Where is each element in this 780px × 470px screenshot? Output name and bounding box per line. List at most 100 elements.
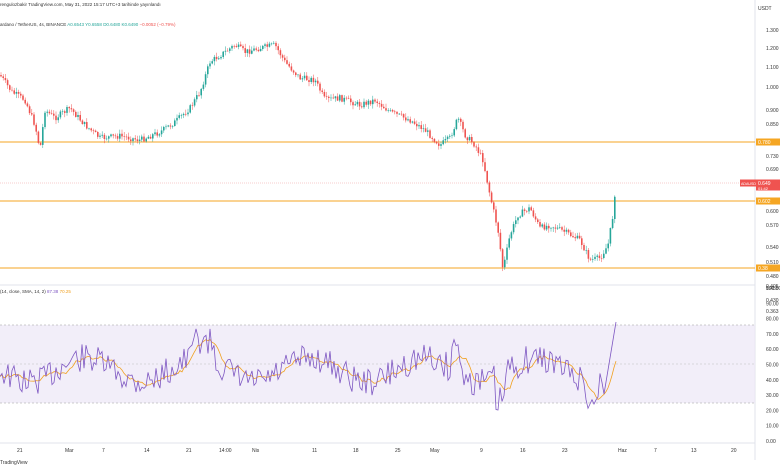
candle-body: [365, 101, 367, 105]
candle-body: [310, 77, 312, 82]
rsi-tick: 40.00: [766, 378, 779, 384]
candle-body: [224, 50, 227, 52]
candle-body: [449, 135, 451, 137]
candle-body: [369, 100, 372, 105]
candle-body: [231, 45, 233, 49]
candle-body: [354, 104, 356, 106]
candle-body: [132, 138, 134, 142]
ohlc-change: −0.0052 (−0.79%): [139, 22, 176, 27]
candle-body: [460, 118, 462, 122]
candle-body: [495, 209, 497, 223]
candle-body: [297, 74, 299, 76]
candle-body: [83, 122, 86, 125]
time-tick: 14:00: [219, 448, 232, 454]
candle-body: [235, 45, 238, 47]
candle-body: [77, 114, 79, 117]
candle-body: [418, 125, 420, 127]
candle-body: [321, 90, 323, 92]
candle-body: [429, 130, 431, 138]
candle-body: [572, 236, 574, 238]
price-tick: 0.900: [766, 108, 779, 114]
candle-body: [515, 220, 517, 225]
candle-body: [116, 136, 119, 139]
candle-body: [347, 97, 350, 99]
candle-body: [317, 80, 319, 84]
candle-body: [325, 96, 328, 97]
candle-body: [363, 101, 365, 108]
candle-body: [202, 84, 205, 89]
rsi-tick: 30.00: [766, 393, 779, 399]
candle-body: [209, 63, 211, 67]
candle-body: [75, 111, 77, 117]
price-axis[interactable]: 1.300 1.200 1.100 1.000 0.900 0.850 0.730 0.690…: [766, 28, 779, 315]
candle-body: [581, 238, 583, 246]
candle-body: [446, 136, 449, 140]
candle-body: [468, 137, 471, 141]
candle-body: [499, 232, 502, 250]
candle-body: [506, 247, 508, 260]
candle-body: [147, 136, 150, 139]
rsi-tick: 20.00: [766, 408, 779, 414]
candle-body: [332, 97, 334, 99]
candle-body: [211, 61, 213, 64]
candle-body: [517, 217, 519, 221]
level-tag-0780: [756, 138, 780, 146]
time-tick: 23: [562, 448, 568, 454]
candle-body: [497, 222, 499, 233]
candle-body: [198, 95, 200, 96]
candle-body: [26, 103, 29, 107]
time-tick: 11: [312, 448, 317, 454]
candle-body: [165, 126, 167, 128]
candle-body: [68, 107, 70, 109]
price-tick: 0.480: [766, 274, 779, 280]
candle-body: [130, 139, 132, 142]
time-tick: May: [430, 448, 440, 454]
candle-body: [306, 75, 308, 81]
candle-body: [9, 85, 11, 90]
candle-body: [565, 229, 568, 232]
candle-body: [2, 76, 4, 78]
candle-body: [33, 114, 35, 125]
candle-body: [548, 225, 550, 229]
candle-body: [345, 97, 348, 99]
current-price-tag: [756, 179, 780, 191]
candle-body: [526, 210, 528, 212]
price-tick: 0.455: [766, 286, 779, 292]
level-tag-0602: [756, 197, 780, 205]
time-tick: 25: [395, 448, 401, 454]
candle-body: [35, 124, 37, 132]
candle-body: [152, 134, 154, 139]
candle-body: [330, 97, 332, 99]
candle-body: [158, 134, 161, 136]
symbol-price-tag: [740, 179, 756, 187]
candle-body: [284, 57, 286, 61]
time-tick: Nis: [252, 448, 260, 454]
level-tag-038: [756, 264, 780, 272]
candle-body: [567, 229, 570, 233]
candle-body: [550, 227, 552, 229]
candle-body: [180, 115, 183, 116]
candle-body: [435, 141, 438, 144]
candle-body: [136, 139, 139, 141]
candle-body: [229, 48, 231, 51]
rsi-axis[interactable]: 100.00 90.00 80.00 70.00 60.00 50.00 40.00 30.0…: [766, 286, 780, 445]
rsi-line: [0, 321, 617, 411]
candle-body: [501, 249, 504, 268]
candle-body: [193, 99, 196, 106]
time-axis[interactable]: 21 Mar 7 14 21 14:00 Nis 11 18 25 May 9 16 23 Haz 7 13 20: [17, 448, 737, 454]
candle-body: [596, 255, 598, 257]
rsi-value: 87.38: [47, 289, 59, 294]
candle-body: [28, 106, 31, 114]
candle-body: [53, 113, 55, 116]
candle-body: [416, 123, 418, 127]
candle-body: [251, 50, 253, 54]
candle-body: [339, 95, 341, 101]
candle-body: [200, 88, 202, 96]
candle-body: [361, 106, 363, 108]
candle-body: [273, 42, 275, 44]
candle-body: [490, 192, 493, 203]
candle-body: [176, 117, 178, 121]
candle-body: [402, 114, 405, 118]
candle-body: [281, 55, 284, 58]
